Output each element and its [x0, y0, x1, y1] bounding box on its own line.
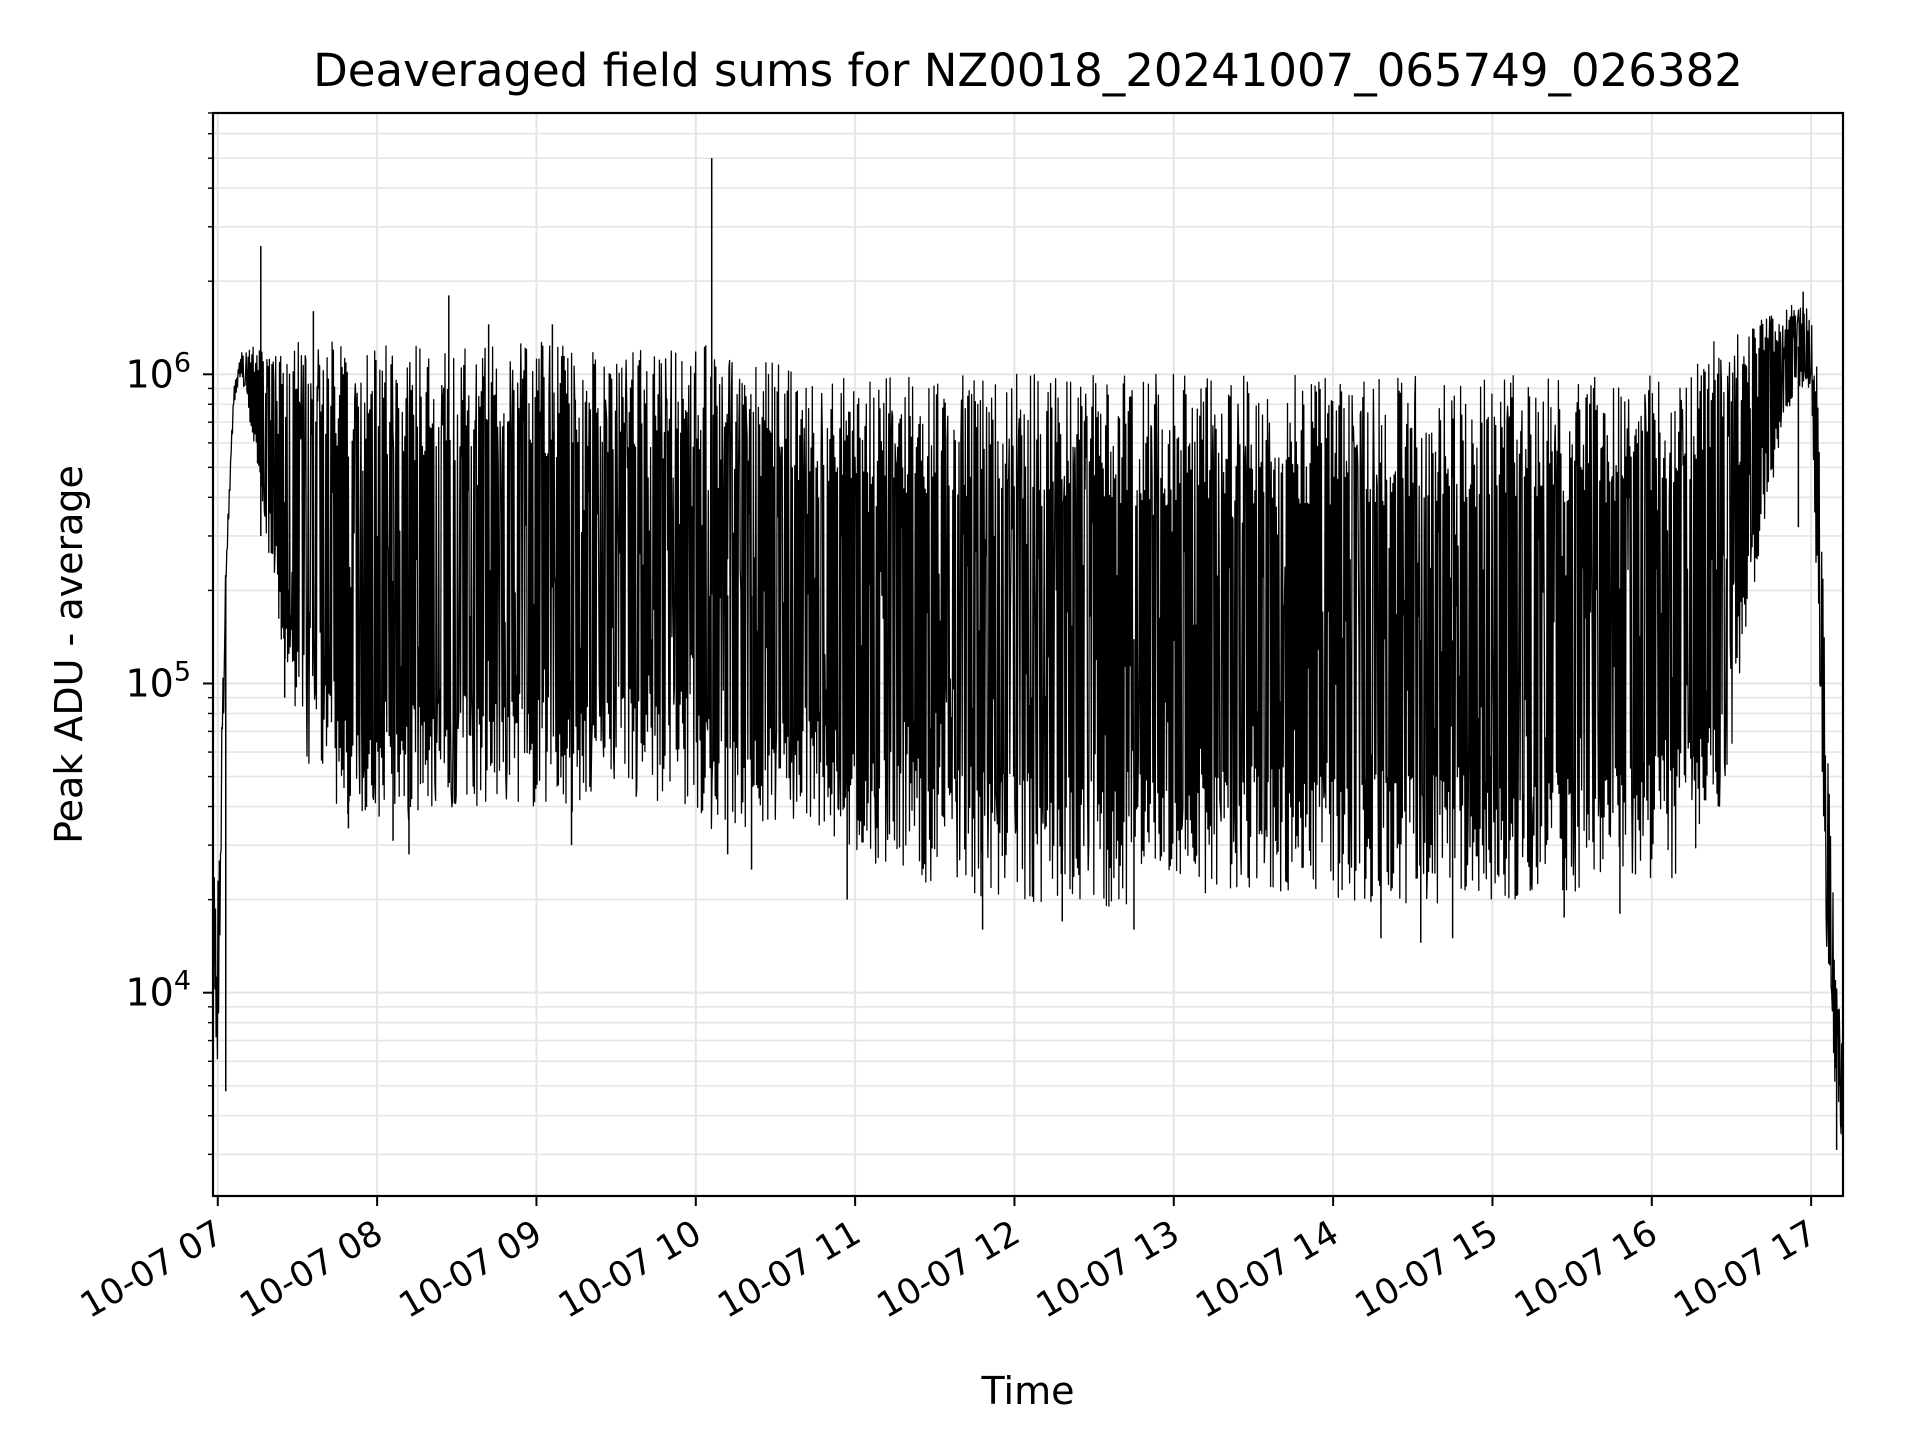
y-tick-label: 105 [125, 656, 191, 705]
y-tick-exponent: 5 [174, 656, 191, 687]
x-axis-label: Time [981, 1369, 1075, 1413]
y-tick-exponent: 4 [174, 966, 191, 997]
y-tick-label: 106 [125, 347, 191, 396]
y-axis-label: Peak ADU - average [47, 465, 91, 844]
series-line [212, 304, 1844, 1135]
series-layer [212, 158, 1844, 1150]
y-tick-base: 10 [125, 352, 173, 396]
plot-frame [211, 111, 1845, 1198]
y-tick-base: 10 [125, 661, 173, 705]
y-tick-label: 104 [125, 966, 191, 1015]
y-tick-base: 10 [125, 971, 173, 1015]
chart-title: Deaveraged field sums for NZ0018_2024100… [313, 44, 1743, 97]
y-tick-exponent: 6 [174, 347, 191, 378]
